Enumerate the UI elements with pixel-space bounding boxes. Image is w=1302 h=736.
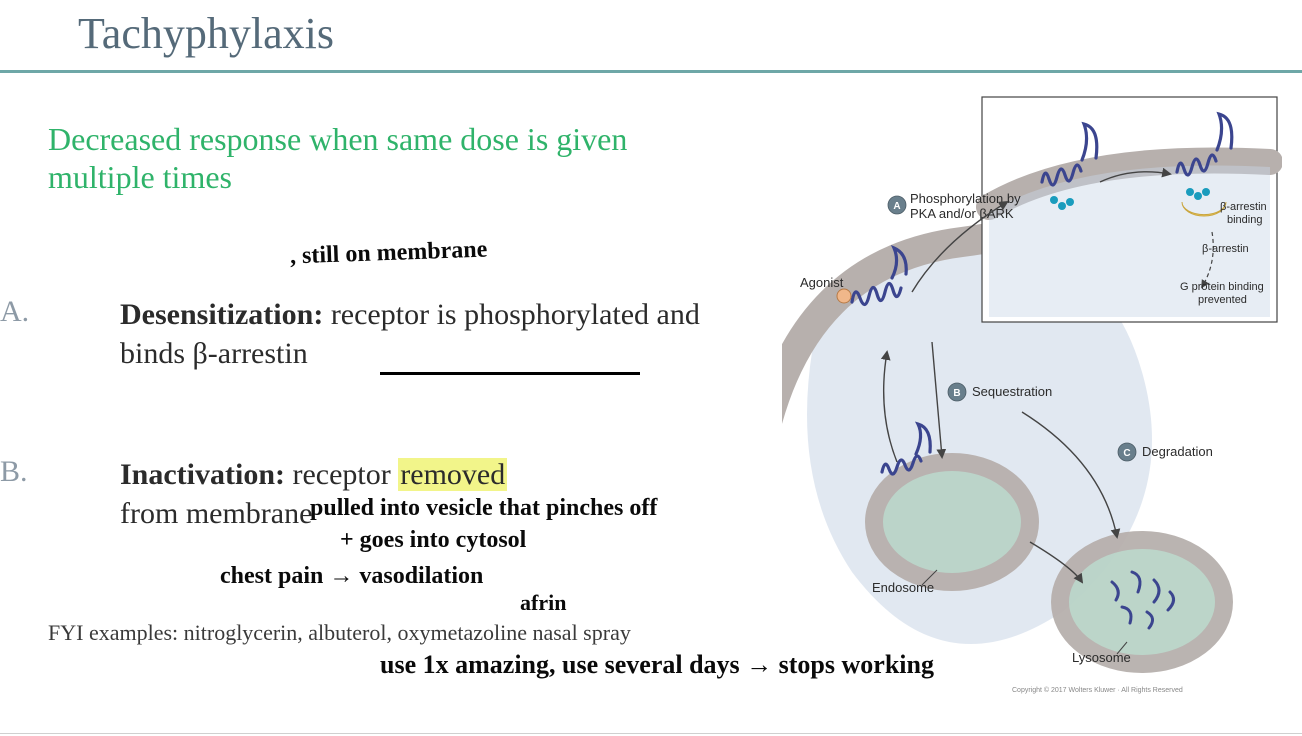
label-degradation: Degradation	[1142, 444, 1213, 459]
label-lysosome: Lysosome	[1072, 650, 1131, 665]
item-b-body2: from membrane	[120, 497, 312, 530]
endosome-vesicle	[874, 462, 1030, 582]
slide: Tachyphylaxis Decreased response when sa…	[0, 0, 1302, 736]
highlight-removed: removed	[398, 458, 507, 491]
agonist-dot	[837, 289, 851, 303]
label-arrestin-alone: β-arrestin	[1202, 243, 1249, 255]
label-arrestin-binding-2: binding	[1227, 214, 1262, 226]
badge-c-letter: C	[1123, 448, 1130, 459]
label-gprotein-2: prevented	[1198, 294, 1247, 306]
receptor-diagram: A Phosphorylation by PKA and/or βARK Ago…	[782, 92, 1282, 712]
item-a-head: Desensitization:	[120, 298, 323, 331]
label-gprotein-1: G protein binding	[1180, 281, 1264, 293]
handwriting-chest-pain: chest pain → vasodilation	[220, 563, 483, 590]
title-rule	[0, 70, 1302, 73]
underline-beta-arrestin	[380, 372, 640, 375]
lysosome-vesicle	[1060, 540, 1224, 664]
definition-subtitle: Decreased response when same dose is giv…	[48, 120, 708, 197]
handwriting-afrin: afrin	[520, 590, 566, 616]
handwriting-still-on-membrane: , still on membrane	[290, 237, 488, 271]
page-title: Tachyphylaxis	[78, 8, 334, 59]
label-sequestration: Sequestration	[972, 384, 1052, 399]
fyi-examples: FYI examples: nitroglycerin, albuterol, …	[48, 620, 631, 646]
badge-a-letter: A	[893, 201, 900, 212]
item-b-body1: receptor	[285, 458, 398, 491]
item-a-underline-text: binds β-arrestin	[120, 337, 308, 370]
label-agonist: Agonist	[800, 275, 844, 290]
item-a-body: receptor is phosphorylated and	[323, 298, 700, 331]
item-b-head: Inactivation:	[120, 458, 285, 491]
handwriting-pulled-1: pulled into vesicle that pinches off	[310, 495, 657, 522]
label-arrestin-binding-1: β-arrestin	[1220, 201, 1267, 213]
bottom-rule	[0, 733, 1302, 734]
item-desensitization: Desensitization: receptor is phosphoryla…	[120, 295, 760, 373]
badge-b-letter: B	[953, 388, 960, 399]
list-marker-a: A.	[0, 295, 29, 329]
handwriting-pulled-2: + goes into cytosol	[340, 527, 526, 554]
list-marker-b: B.	[0, 455, 28, 489]
diagram-copyright: Copyright © 2017 Wolters Kluwer · All Ri…	[1012, 686, 1183, 694]
